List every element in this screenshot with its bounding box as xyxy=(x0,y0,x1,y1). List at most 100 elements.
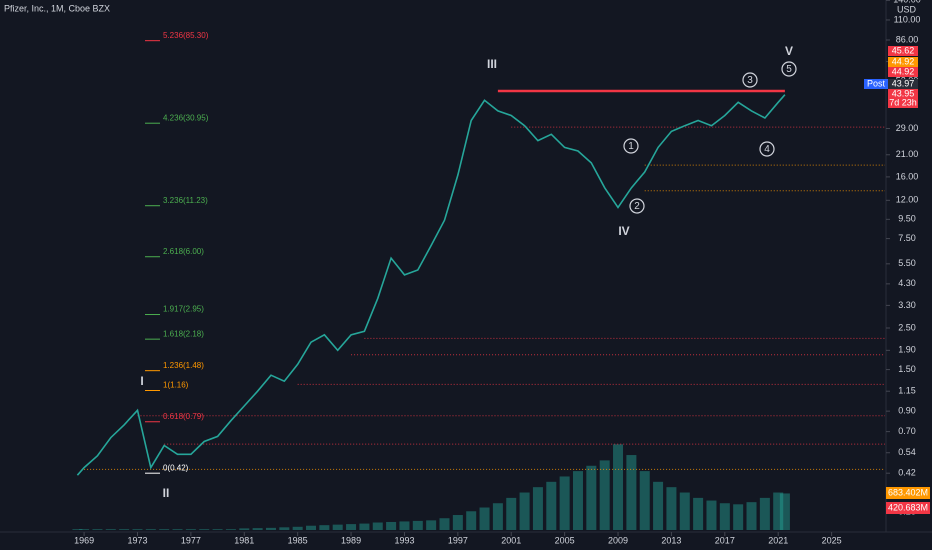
volume-bar xyxy=(439,518,450,530)
volume-bar xyxy=(105,529,116,530)
wave-label: IV xyxy=(618,224,629,238)
x-tick-label: 2025 xyxy=(822,535,842,545)
x-tick-label: 1993 xyxy=(394,535,414,545)
volume-bar xyxy=(172,529,183,530)
price-tag-label: 44.92 xyxy=(892,56,915,66)
price-tag-label: 7d 23h xyxy=(889,97,917,107)
volume-bar xyxy=(773,492,784,530)
y-tick-label: 7.50 xyxy=(898,233,916,243)
fib-label: 2.618(6.00) xyxy=(163,247,204,256)
post-label: Post xyxy=(867,78,886,88)
wave-label: III xyxy=(487,57,497,71)
volume-bar xyxy=(159,529,170,530)
volume-bar xyxy=(492,503,503,530)
volume-bar xyxy=(452,515,463,530)
volume-bar xyxy=(572,471,583,530)
volume-bar xyxy=(386,521,397,530)
count-circle xyxy=(759,141,775,157)
volume-bar xyxy=(292,526,303,530)
volume-bar xyxy=(653,481,664,530)
fib-label: 1.917(2.95) xyxy=(163,305,204,314)
x-tick-label: 1977 xyxy=(181,535,201,545)
price-tag xyxy=(888,46,918,56)
price-tag xyxy=(888,89,918,99)
y-tick-label: 9.50 xyxy=(898,214,916,224)
volume-bar xyxy=(519,492,530,530)
x-tick-label: 1985 xyxy=(288,535,308,545)
price-tag-label: 44.92 xyxy=(892,66,915,76)
volume-bar xyxy=(239,528,250,530)
price-line xyxy=(76,94,786,476)
volume-bar xyxy=(532,487,543,530)
fib-label: 1.236(1.48) xyxy=(163,361,204,370)
x-tick-label: 2009 xyxy=(608,535,628,545)
volume-tag xyxy=(886,502,930,514)
volume-tag-label: 683.402M xyxy=(888,487,928,497)
y-tick-label: 1.50 xyxy=(898,364,916,374)
volume-bar xyxy=(279,527,290,530)
fib-label: 5.236(85.30) xyxy=(163,31,209,40)
volume-bar xyxy=(779,493,790,530)
volume-bar xyxy=(559,476,570,530)
volume-bar xyxy=(733,504,744,530)
x-tick-label: 2013 xyxy=(661,535,681,545)
fib-label: 3.236(11.23) xyxy=(163,196,208,205)
price-tag-label: 43.95 xyxy=(892,88,915,98)
price-tag xyxy=(888,79,918,89)
price-tag-label: 43.97 xyxy=(892,78,915,88)
volume-bar xyxy=(466,511,477,530)
wave-label: II xyxy=(163,486,170,500)
x-tick-label: 1973 xyxy=(127,535,147,545)
volume-bar xyxy=(479,507,490,530)
y-tick-label: 5.50 xyxy=(898,258,916,268)
volume-bar xyxy=(759,497,770,530)
volume-bar xyxy=(426,520,437,530)
volume-bar xyxy=(693,497,704,530)
volume-bar xyxy=(319,525,330,530)
volume-bar xyxy=(265,527,276,530)
volume-bar xyxy=(399,521,410,530)
count-label: 5 xyxy=(786,64,792,75)
post-tag xyxy=(864,79,888,89)
volume-tag-label: 420.683M xyxy=(888,502,928,512)
x-tick-label: 1981 xyxy=(234,535,254,545)
volume-bar xyxy=(666,487,677,530)
count-label: 3 xyxy=(747,75,753,86)
x-tick-label: 2005 xyxy=(555,535,575,545)
volume-bar xyxy=(225,529,236,530)
price-tag xyxy=(888,67,918,77)
volume-tag xyxy=(886,487,930,499)
volume-bar xyxy=(145,529,156,530)
volume-bar xyxy=(79,529,90,530)
x-tick-label: 1989 xyxy=(341,535,361,545)
y-tick-label: 2.50 xyxy=(898,322,916,332)
volume-bar xyxy=(599,460,610,530)
y-tick-label: 4.30 xyxy=(898,278,916,288)
volume-bar xyxy=(546,481,557,530)
y-tick-label: 16.00 xyxy=(896,171,919,181)
volume-bar xyxy=(626,455,637,530)
y-tick-label: 21.00 xyxy=(896,149,919,159)
volume-bar xyxy=(252,528,263,530)
volume-bar xyxy=(306,525,317,530)
volume-bar xyxy=(212,529,223,530)
volume-bar xyxy=(372,522,383,530)
volume-bar xyxy=(346,524,357,530)
y-tick-label: 0.54 xyxy=(898,447,916,457)
volume-bar xyxy=(72,529,83,530)
wave-label: I xyxy=(140,374,143,388)
volume-bar xyxy=(332,524,343,530)
y-tick-label: 86.00 xyxy=(896,34,919,44)
count-label: 4 xyxy=(764,144,770,155)
volume-bar xyxy=(185,529,196,530)
volume-bar xyxy=(706,500,717,530)
y-tick-label: 0.90 xyxy=(898,406,916,416)
y-tick-label: 0.42 xyxy=(898,468,916,478)
volume-bar xyxy=(119,529,130,530)
price-tag xyxy=(888,57,918,67)
volume-bar xyxy=(506,497,517,530)
chart-title: Pfizer, Inc., 1M, Cboe BZX xyxy=(4,3,110,13)
fib-label: 1.618(2.18) xyxy=(163,329,204,338)
